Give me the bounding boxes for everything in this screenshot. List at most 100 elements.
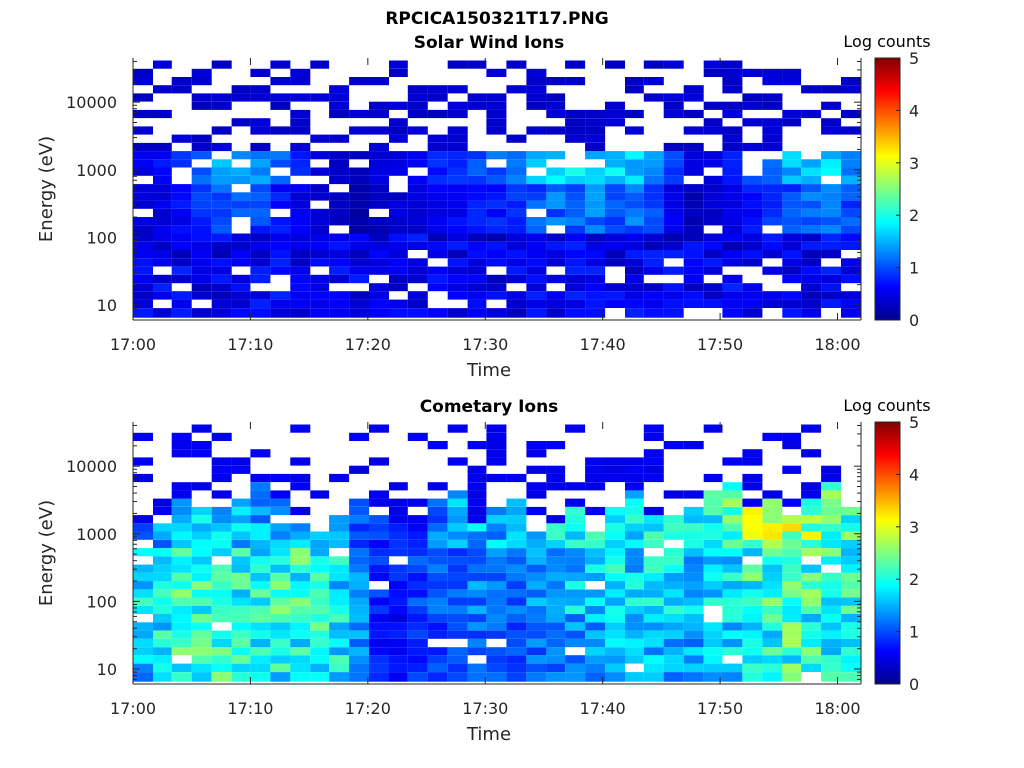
- heatmap-cell: [782, 167, 802, 176]
- heatmap-cell: [270, 614, 291, 623]
- heatmap-cell: [329, 85, 350, 94]
- heatmap-cell: [683, 85, 704, 94]
- heatmap-cell: [486, 200, 507, 209]
- colorbar-gradient: [874, 421, 901, 685]
- heatmap-cell: [171, 241, 192, 250]
- heatmap-cell: [171, 614, 192, 623]
- heatmap-cell: [133, 68, 153, 77]
- heatmap-cell: [782, 498, 802, 507]
- heatmap-cell: [270, 556, 291, 565]
- heatmap-cell: [565, 217, 586, 226]
- heatmap-cell: [821, 531, 842, 540]
- heatmap-cell: [447, 200, 468, 209]
- heatmap-cell: [762, 638, 783, 648]
- heatmap-cell: [526, 126, 547, 135]
- heatmap-cell: [389, 283, 408, 292]
- heatmap-cell: [565, 283, 586, 292]
- heatmap-cell: [290, 208, 311, 218]
- heatmap-cell: [369, 515, 389, 524]
- heatmap-cell: [290, 266, 311, 275]
- heatmap-cell: [663, 192, 684, 201]
- heatmap-cell: [329, 564, 350, 573]
- heatmap-cell: [171, 638, 192, 648]
- heatmap-cell: [683, 109, 704, 119]
- heatmap-cell: [329, 614, 350, 623]
- heatmap-cell: [683, 208, 704, 218]
- heatmap-cell: [290, 630, 311, 639]
- heatmap-cell: [329, 531, 350, 540]
- heatmap-cell: [211, 589, 232, 598]
- heatmap-cell: [683, 142, 704, 152]
- heatmap-cell: [821, 523, 842, 532]
- heatmap-cell: [191, 597, 212, 606]
- heatmap-cell: [447, 126, 468, 135]
- figure-title: RPCICA150321T17.PNG: [385, 9, 608, 29]
- heatmap-cell: [250, 225, 271, 234]
- heatmap-cell: [742, 663, 763, 672]
- heatmap-cell: [585, 473, 606, 483]
- heatmap-cell: [250, 118, 271, 127]
- heatmap-cell: [486, 192, 507, 201]
- heatmap-cell: [329, 581, 350, 590]
- heatmap-cell: [643, 473, 664, 483]
- heatmap-cell: [407, 539, 428, 549]
- heatmap-cell: [211, 457, 232, 466]
- heatmap-cell: [250, 291, 271, 300]
- heatmap-cell: [369, 638, 389, 648]
- heatmap-cell: [250, 241, 271, 250]
- heatmap-cell: [605, 638, 625, 648]
- heatmap-cell: [703, 672, 723, 682]
- heatmap-cell: [467, 250, 487, 259]
- heatmap-cell: [625, 184, 644, 193]
- heatmap-cell: [801, 283, 822, 292]
- heatmap-cell: [625, 548, 644, 557]
- heatmap-cell: [722, 159, 743, 168]
- heatmap-cell: [171, 498, 192, 507]
- heatmap-cell: [369, 308, 389, 318]
- heatmap-cell: [565, 663, 586, 672]
- heatmap-cell: [585, 217, 606, 226]
- heatmap-cell: [506, 167, 527, 176]
- heatmap-cell: [663, 622, 684, 631]
- heatmap-cell: [133, 531, 153, 540]
- heatmap-cell: [407, 432, 428, 441]
- heatmap-cell: [407, 208, 428, 218]
- heatmap-cell: [211, 539, 232, 549]
- heatmap-cell: [643, 589, 664, 598]
- heatmap-cell: [427, 531, 448, 540]
- heatmap-cell: [486, 605, 507, 614]
- heatmap-cell: [722, 506, 743, 516]
- heatmap-cell: [782, 597, 802, 606]
- heatmap-cell: [506, 498, 527, 507]
- colorbar-tick-label: 5: [909, 49, 919, 68]
- heatmap-cell: [643, 299, 664, 308]
- heatmap-cell: [486, 539, 507, 549]
- heatmap-cell: [211, 564, 232, 573]
- heatmap-cell: [369, 531, 389, 540]
- y-axis-label: Energy (eV): [36, 500, 57, 606]
- heatmap-cell: [585, 506, 606, 516]
- heatmap-cell: [605, 589, 625, 598]
- heatmap-cell: [605, 291, 625, 300]
- heatmap-cell: [407, 614, 428, 623]
- heatmap-cell: [742, 258, 763, 267]
- heatmap-cell: [231, 258, 251, 267]
- heatmap-cell: [841, 233, 861, 242]
- heatmap-cell: [329, 663, 350, 672]
- heatmap-cell: [290, 250, 311, 259]
- heatmap-cell: [782, 638, 802, 648]
- heatmap-cell: [191, 142, 212, 152]
- heatmap-cell: [250, 605, 271, 614]
- heatmap-cell: [133, 192, 153, 201]
- heatmap-cell: [506, 548, 527, 557]
- heatmap-cell: [211, 60, 232, 69]
- heatmap-cell: [467, 556, 487, 565]
- heatmap-cell: [191, 167, 212, 176]
- heatmap-cell: [191, 308, 212, 318]
- heatmap-cell: [231, 250, 251, 259]
- heatmap-cell: [407, 217, 428, 226]
- heatmap-cell: [231, 274, 251, 284]
- heatmap-cell: [546, 184, 566, 193]
- heatmap-cell: [742, 308, 763, 318]
- heatmap-cell: [250, 192, 271, 201]
